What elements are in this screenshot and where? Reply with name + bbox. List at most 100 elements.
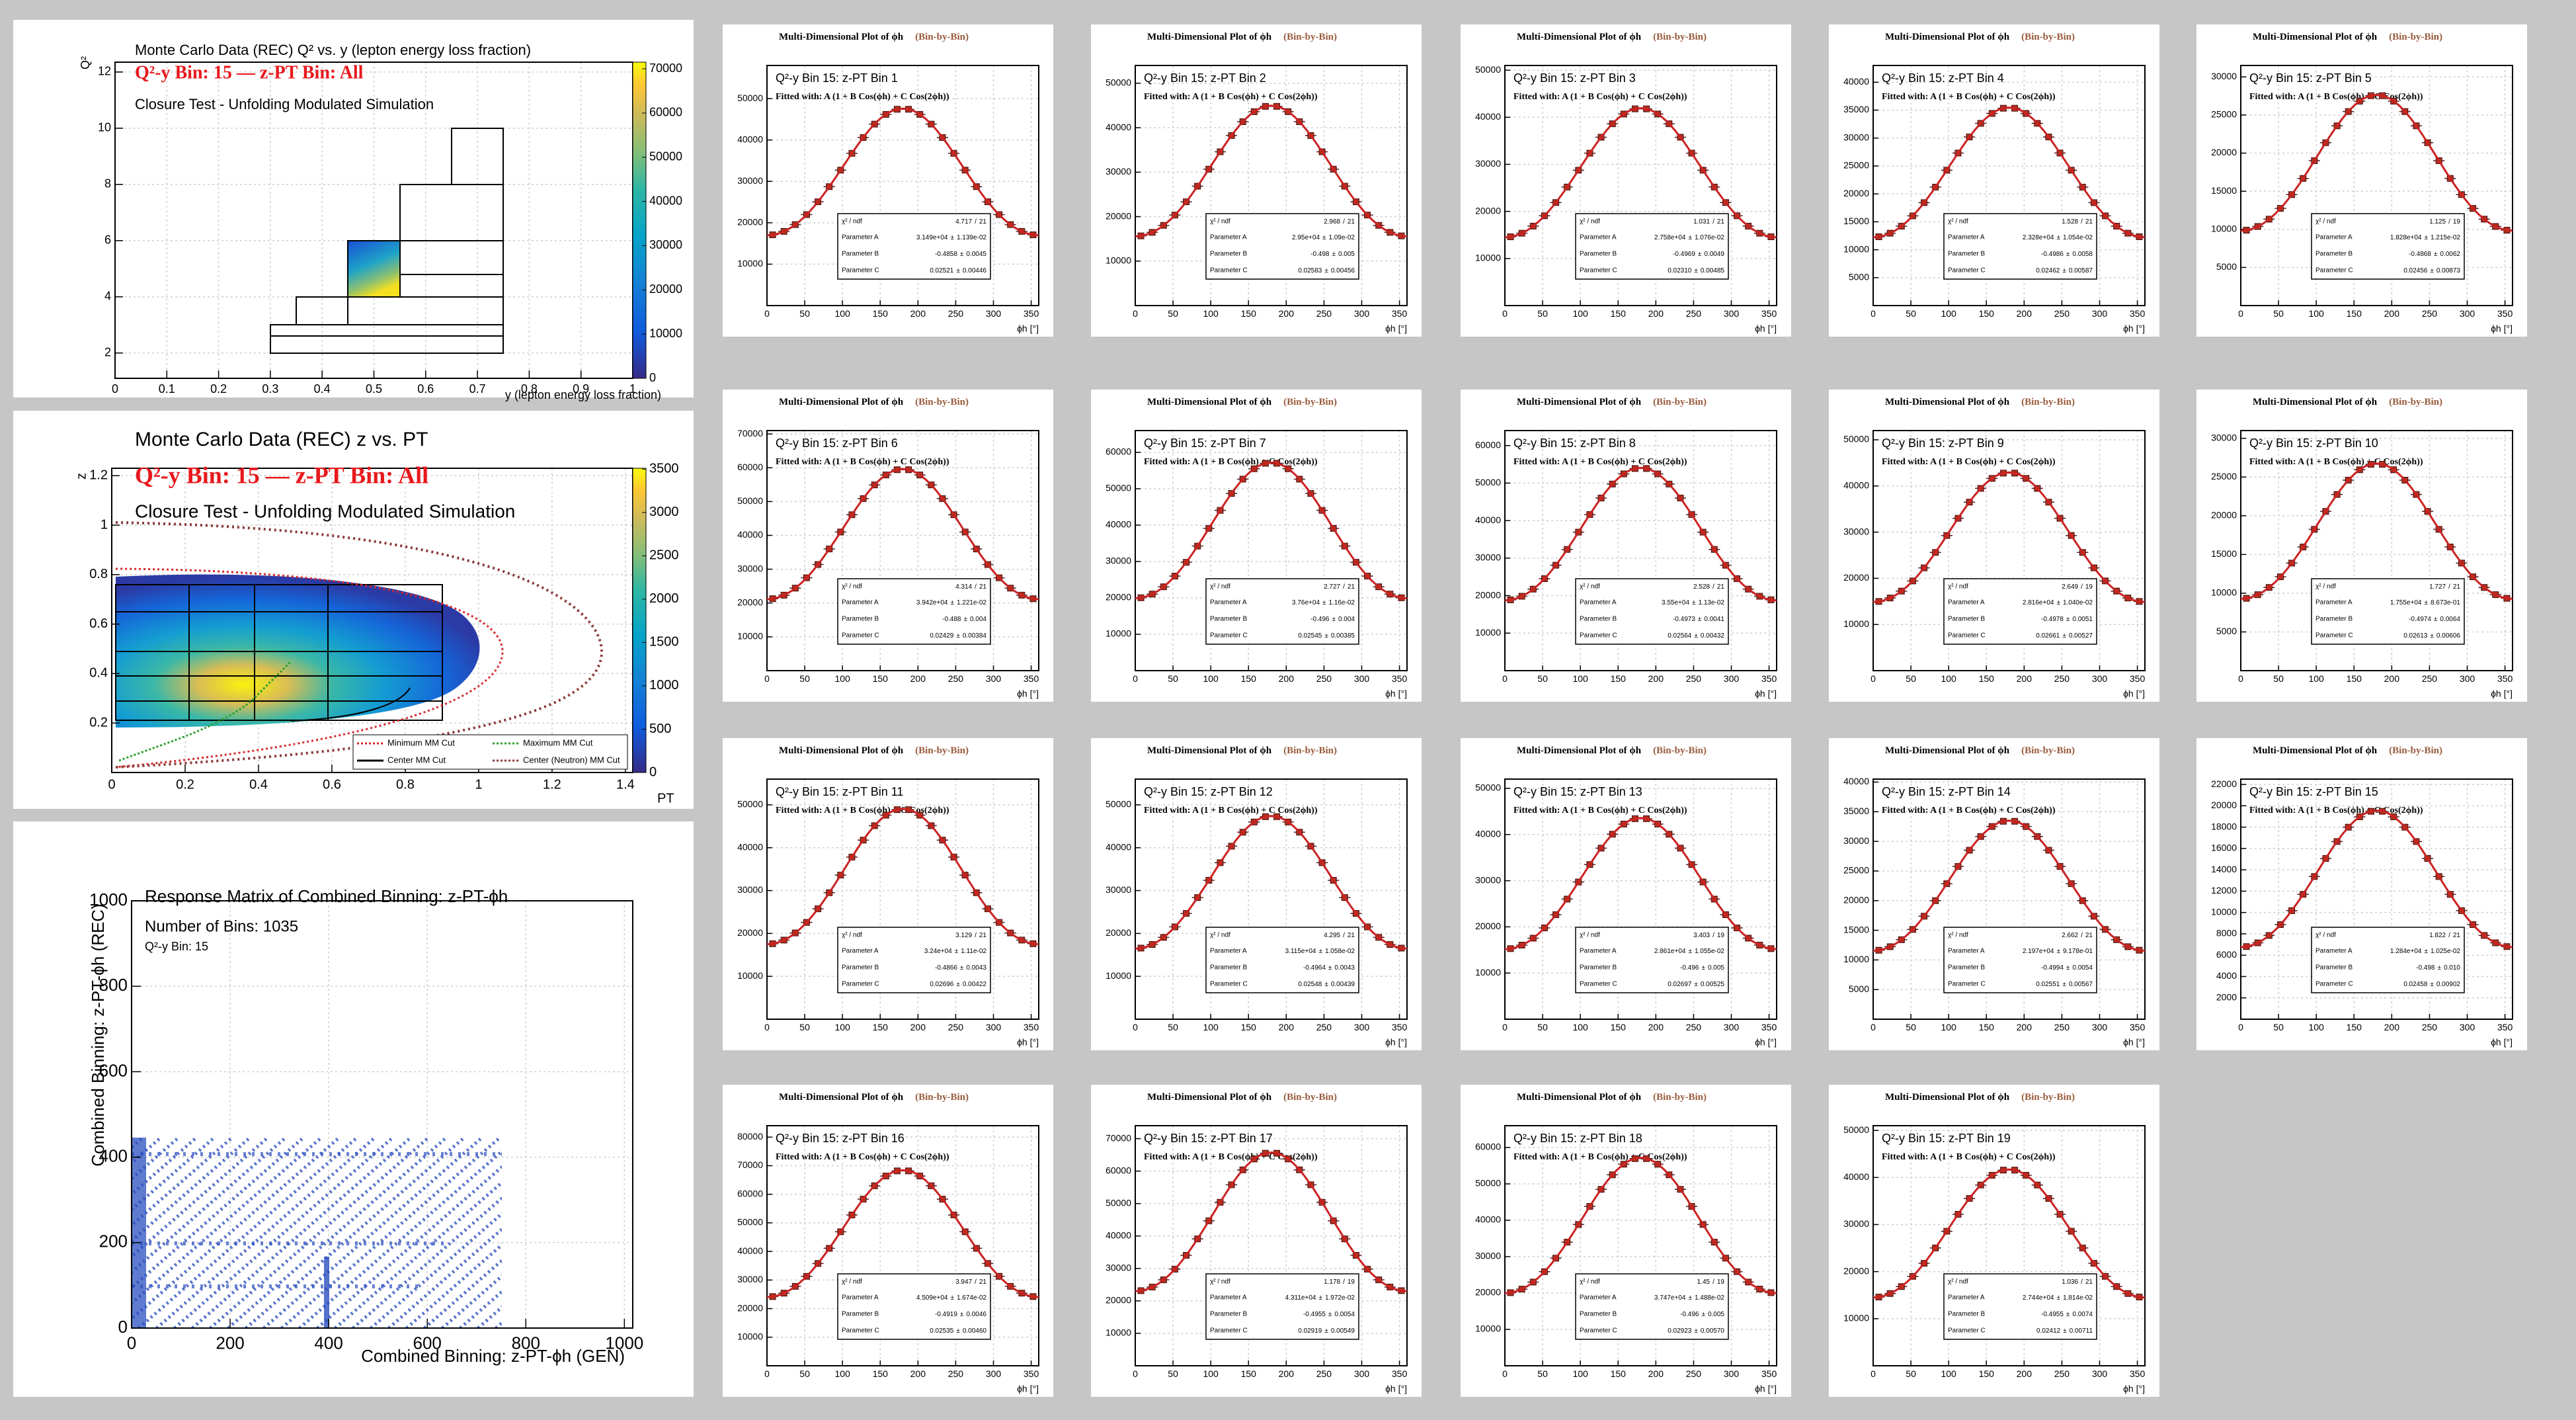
x-axis-label: ϕh [°] [2491, 689, 2513, 699]
x-tick-label: 150 [1241, 308, 1257, 319]
stats-value: -0.496 ±0.005 [1680, 964, 1724, 972]
param-value: -0.4858 [935, 251, 957, 258]
x-tick-label: 300 [1354, 308, 1370, 319]
plus-minus: ± [2062, 632, 2066, 640]
stats-value: 3.747e+04 ±1.488e-02 [1654, 1294, 1725, 1302]
fit-curve [2240, 94, 2513, 232]
fit-formula: Fitted with: A (1 + B Cos(ϕh) + C Cos(2ϕ… [1513, 457, 1687, 467]
param-value: 0.02613 [2403, 632, 2428, 640]
y-tick-label: 10000 [1843, 243, 1869, 254]
y-tick-label: 800 [99, 975, 128, 995]
x-tick-label: 350 [1761, 673, 1777, 684]
y-tick-label: 40000 [1106, 122, 1131, 132]
title-main: Multi-Dimensional Plot of ϕh [1517, 1092, 1642, 1103]
colorbar-tick-label: 3500 [649, 462, 679, 476]
panel-subtitle: Closure Test - Unfolding Modulated Simul… [135, 501, 515, 521]
x-tick-label: 150 [1979, 673, 1995, 684]
fit-formula: Fitted with: A (1 + B Cos(ϕh) + C Cos(2ϕ… [1882, 806, 2056, 815]
param-value: 2.95e+04 [1292, 234, 1320, 241]
y-axis-label: Q² [79, 56, 92, 69]
param-value: 0.02551 [2036, 981, 2060, 988]
x-axis-label: ϕh [°] [1017, 1037, 1039, 1048]
separator: / [975, 218, 977, 226]
response-stripe [459, 1289, 502, 1328]
param-error: 0.00384 [963, 632, 987, 640]
stats-value: 2.861e+04 ±1.055e-02 [1654, 948, 1725, 955]
x-axis-label: ϕh [°] [1017, 1384, 1039, 1394]
stats-value: 2.95e+04 ±1.09e-02 [1292, 234, 1355, 241]
x-tick-label: 100 [1941, 1368, 1956, 1379]
plot-title: Multi-Dimensional Plot of ϕh (Bin-by-Bin) [2253, 32, 2442, 42]
y-tick-label: 30000 [1843, 132, 1869, 142]
stats-value: -0.4955 ±0.0074 [2041, 1311, 2093, 1318]
y-tick-label: 50000 [1475, 782, 1501, 793]
stats-box [1205, 927, 1359, 993]
y-tick-label: 60000 [737, 1188, 763, 1198]
x-axis-label: ϕh [°] [1017, 323, 1039, 334]
param-error: 0.0041 [1704, 616, 1724, 623]
y-tick-label: 10000 [1475, 627, 1501, 638]
plus-minus: ± [1692, 599, 1696, 606]
separator: / [1712, 583, 1714, 591]
y-tick-label: 10000 [1843, 618, 1869, 629]
stats-label: Parameter A [1210, 599, 1247, 606]
stats-label: Parameter A [1948, 234, 1985, 241]
x-tick-label: 50 [2273, 1022, 2284, 1032]
param-value: 4.311e+04 [1285, 1294, 1316, 1302]
y-tick-label: 2 [104, 346, 111, 359]
plot-panel [1829, 738, 2159, 1050]
plus-minus: ± [2056, 234, 2060, 241]
heat-cell [348, 241, 400, 297]
title-main: Multi-Dimensional Plot of ϕh [1147, 745, 1272, 756]
y-tick-label: 25000 [2211, 471, 2237, 481]
x-tick-label: 200 [2384, 1022, 2400, 1032]
x-tick-label: 200 [1648, 1368, 1664, 1379]
stats-label: χ² / ndf [1948, 932, 1968, 939]
plus-minus: ± [2437, 964, 2441, 972]
param-error: 9.178e-01 [2063, 948, 2093, 955]
param-value: -0.496 [1680, 964, 1699, 972]
y-tick-label: 50000 [1475, 1178, 1501, 1189]
y-tick-label: 40000 [737, 529, 763, 540]
param-value: 4.509e+04 [916, 1294, 948, 1302]
chi2: 4.314 [955, 583, 972, 591]
x-tick-label: 200 [2017, 673, 2033, 684]
param-value: 2.744e+04 [2023, 1294, 2054, 1302]
stats-value: 0.02462 ±0.00587 [2036, 267, 2093, 274]
stats-value: 1.45/19 [1697, 1278, 1725, 1286]
plot-title: Multi-Dimensional Plot of ϕh (Bin-by-Bin) [779, 397, 969, 407]
y-tick-label: 5000 [2216, 626, 2237, 636]
axes-frame [766, 1125, 1039, 1366]
stats-value: 1.031/21 [1693, 218, 1724, 226]
param-value: -0.4986 [2041, 251, 2064, 258]
x-axis-label: Combined Binning: z-PT-ϕh (GEN) [361, 1346, 625, 1366]
param-value: 0.02310 [1668, 267, 1692, 274]
plot-panel [1829, 1085, 2159, 1397]
plot-panel [1461, 24, 1791, 337]
param-error: 0.00456 [1331, 267, 1355, 274]
bin-label: Q²-y Bin 15: z-PT Bin 14 [1882, 785, 2011, 798]
plus-minus: ± [2066, 964, 2070, 972]
y-tick-label: 60000 [1475, 439, 1501, 450]
fit-curve [766, 808, 1039, 945]
fit-formula: Fitted with: A (1 + B Cos(ϕh) + C Cos(2ϕ… [1882, 1152, 2056, 1162]
plus-minus: ± [1701, 1311, 1705, 1318]
y-tick-label: 5000 [1849, 271, 1869, 282]
panel-title: Monte Carlo Data (REC) z vs. PT [135, 429, 428, 450]
param-error: 1.025e-02 [2431, 948, 2460, 955]
stats-label: χ² / ndf [2315, 583, 2336, 591]
axes-frame [1872, 430, 2146, 671]
y-tick-label: 4 [104, 290, 111, 303]
cut-curve [118, 660, 292, 762]
stats-box [837, 1273, 991, 1340]
x-tick-label: 100 [1572, 308, 1588, 319]
y-tick-label: 20000 [1475, 1287, 1501, 1298]
axes-frame [2240, 430, 2513, 671]
x-tick-label: 50 [1537, 673, 1548, 684]
title-main: Multi-Dimensional Plot of ϕh [2253, 32, 2378, 42]
y-tick-label: 20000 [1843, 188, 1869, 198]
stats-value: 2.328e+04 ±1.054e-02 [2023, 234, 2093, 241]
plus-minus: ± [1694, 632, 1698, 640]
fit-formula: Fitted with: A (1 + B Cos(ϕh) + C Cos(2ϕ… [1882, 457, 2056, 467]
param-error: 0.00439 [1331, 981, 1355, 988]
